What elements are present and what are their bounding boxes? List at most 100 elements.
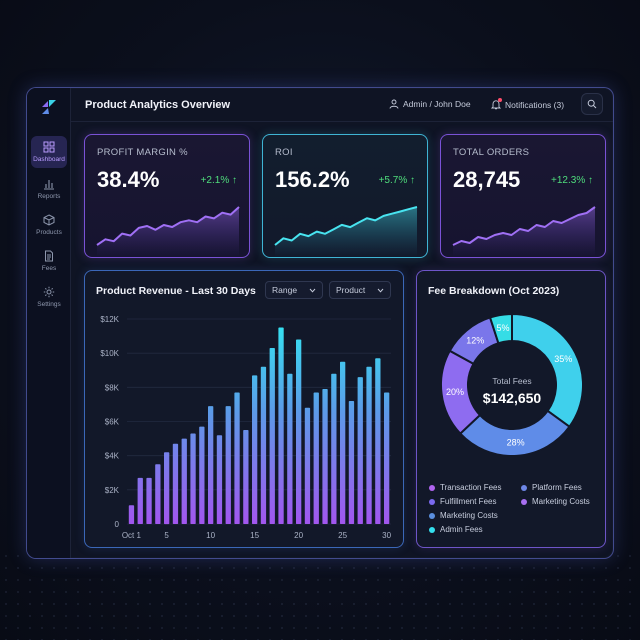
legend-item: Marketing Costs <box>521 497 590 506</box>
chevron-down-icon <box>377 288 384 293</box>
sidebar-item-fees[interactable]: Fees <box>31 245 67 277</box>
y-tick-label: $6K <box>105 418 120 427</box>
user-menu[interactable]: Admin / John Doe <box>389 99 471 109</box>
kpi-label: PROFIT MARGIN % <box>97 147 188 158</box>
legend-swatch <box>521 484 527 491</box>
sparkline-area <box>275 207 417 257</box>
x-tick-label: Oct 1 <box>122 531 142 540</box>
legend-swatch <box>429 512 435 519</box>
y-tick-label: $12K <box>100 315 119 324</box>
revenue-bar-chart: 0 $2K $4K $6K $8K $10K $12K Oct 1 5 10 15 20 25 30 <box>100 315 391 540</box>
bar <box>313 392 319 524</box>
search-button[interactable] <box>581 93 603 115</box>
fee-breakdown-panel: Fee Breakdown (Oct 2023) 35% 28% 20% 12% 5% T… <box>416 270 606 548</box>
fee-donut-chart: 35% 28% 20% 12% 5% Total Fees $142,650 <box>440 312 584 457</box>
bar <box>225 406 231 524</box>
bar <box>296 339 302 524</box>
notifications-label: Notifications (3) <box>505 99 565 110</box>
notifications-button[interactable]: Notifications (3) <box>490 98 565 110</box>
product-dropdown[interactable]: Product <box>329 281 391 299</box>
bar <box>304 407 311 524</box>
range-dropdown[interactable]: Range <box>265 281 323 299</box>
kpi-delta: +5.7% ↑ <box>378 175 415 186</box>
slice-label: 35% <box>554 354 572 364</box>
user-icon <box>389 99 399 109</box>
bar <box>348 401 355 524</box>
sidebar-item-label: Fees <box>41 265 57 272</box>
bar <box>164 452 170 525</box>
bar <box>340 361 346 524</box>
sidebar-item-label: Reports <box>37 193 61 200</box>
product-dropdown-label: Product <box>336 285 366 295</box>
sidebar-item-label: Settings <box>37 301 61 308</box>
bar <box>269 348 275 524</box>
legend-swatch <box>429 484 435 491</box>
bar <box>322 389 328 524</box>
bar <box>172 443 179 524</box>
kpi-card-total-orders[interactable]: TOTAL ORDERS 28,745 +12.3% ↑ <box>440 134 606 258</box>
legend-label: Platform Fees <box>532 483 582 492</box>
sidebar-item-dashboard[interactable]: Dashboard <box>31 136 67 168</box>
search-icon <box>587 99 597 109</box>
bar <box>146 477 152 524</box>
sidebar-item-settings[interactable]: Settings <box>31 281 67 313</box>
sparkline-chart <box>96 206 240 257</box>
x-tick-label: 30 <box>382 531 391 540</box>
legend-item: Admin Fees <box>429 525 483 534</box>
bar <box>128 505 135 524</box>
slice-label: 20% <box>446 387 464 397</box>
sidebar: Dashboard Reports Products Fees Set <box>27 88 71 558</box>
donut-center-value: $142,650 <box>483 390 542 406</box>
bar <box>190 433 196 524</box>
sidebar-item-products[interactable]: Products <box>31 209 67 241</box>
dashboard-icon <box>43 141 55 153</box>
slice-label: 28% <box>507 437 525 447</box>
fee-title: Fee Breakdown (Oct 2023) <box>428 285 560 297</box>
legend-swatch <box>521 498 527 505</box>
bar <box>260 366 267 524</box>
legend-item: Platform Fees <box>521 483 582 492</box>
x-tick-label: 15 <box>250 531 259 540</box>
y-tick-label: $4K <box>105 452 120 461</box>
legend-label: Admin Fees <box>440 525 483 534</box>
range-dropdown-label: Range <box>272 285 298 295</box>
slice-label: 5% <box>496 323 509 333</box>
slice-label: 12% <box>466 336 484 346</box>
legend-label: Marketing Costs <box>532 497 590 506</box>
bar <box>287 373 293 524</box>
sidebar-item-label: Products <box>36 229 62 236</box>
kpi-label: TOTAL ORDERS <box>453 147 530 158</box>
kpi-card-roi[interactable]: ROI 156.2% +5.7% ↑ <box>262 134 428 258</box>
bar <box>199 426 205 524</box>
bar <box>181 438 187 524</box>
y-tick-label: 0 <box>115 520 120 529</box>
app-window: Dashboard Reports Products Fees Set <box>26 87 614 559</box>
sidebar-item-reports[interactable]: Reports <box>31 173 67 205</box>
y-tick-label: $2K <box>105 486 120 495</box>
y-tick-label: $10K <box>100 349 119 358</box>
legend-label: Fulfillment Fees <box>440 497 497 506</box>
page-title: Product Analytics Overview <box>85 99 231 111</box>
kpi-card-profit-margin[interactable]: PROFIT MARGIN % 38.4% +2.1% ↑ <box>84 134 250 258</box>
sparkline-area <box>97 207 239 257</box>
logo-icon <box>42 100 56 114</box>
notification-dot <box>498 98 502 102</box>
x-tick-label: 10 <box>206 531 215 540</box>
bar <box>278 327 284 524</box>
sparkline-line <box>96 206 240 246</box>
bar <box>252 375 258 524</box>
legend-item: Marketing Costs <box>429 511 498 520</box>
kpi-value: 156.2% <box>275 167 350 192</box>
user-name: Admin / John Doe <box>403 99 471 109</box>
bar <box>331 373 337 524</box>
top-bar: Product Analytics Overview Admin / John … <box>71 88 613 122</box>
kpi-value: 28,745 <box>453 167 521 192</box>
sparkline-line <box>274 206 418 246</box>
bar <box>243 430 249 524</box>
bar <box>208 406 214 524</box>
chevron-down-icon <box>309 288 316 293</box>
legend-item: Fulfillment Fees <box>429 497 496 506</box>
document-icon <box>45 250 53 262</box>
sparkline-line <box>452 206 596 246</box>
background-dots <box>0 550 640 640</box>
